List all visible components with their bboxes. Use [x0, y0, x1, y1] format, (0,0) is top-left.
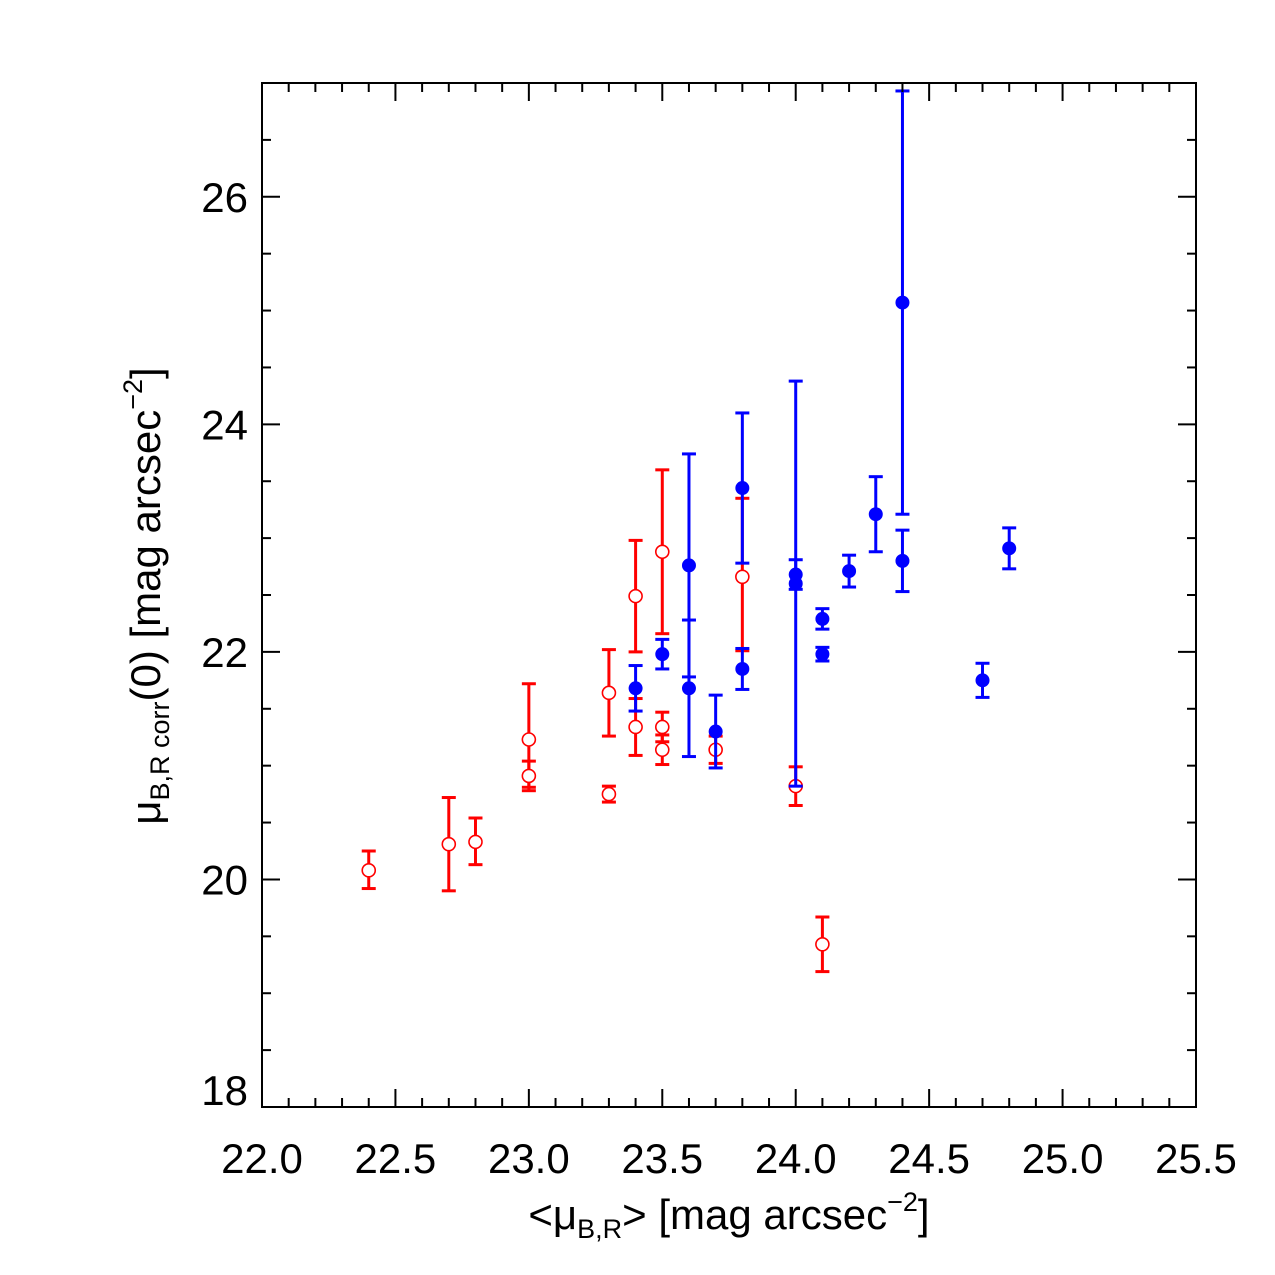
x-tick-label: 23.0: [488, 1135, 570, 1182]
data-point-open: [521, 732, 537, 747]
y-tick-label: 20: [201, 856, 248, 903]
x-tick-label: 24.5: [888, 1135, 970, 1182]
data-point-open: [441, 836, 457, 852]
y-axis-title-sup: −2: [118, 379, 148, 410]
data-point-filled: [842, 564, 857, 579]
x-tick-label: 25.0: [1022, 1135, 1104, 1182]
data-point-filled: [655, 647, 670, 662]
x-tick-label: 23.5: [621, 1135, 703, 1182]
data-point-filled: [735, 661, 750, 676]
data-point-open: [601, 786, 617, 802]
data-point-filled: [1002, 541, 1017, 556]
x-axis-title-mid: > [mag arcsec: [622, 1191, 887, 1238]
data-point-filled: [895, 553, 910, 568]
data-point-open: [361, 863, 377, 878]
plot-marks: [361, 89, 1017, 974]
y-axis-title-mid: (0) [mag arcsec: [122, 410, 169, 702]
data-point-open: [468, 834, 483, 850]
y-tick-label: 18: [201, 1067, 248, 1114]
x-axis-title: <μB,R> [mag arcsec−2]: [528, 1187, 929, 1244]
data-point-filled: [681, 558, 696, 573]
data-point-open: [735, 569, 750, 585]
plot-frame: [261, 82, 1197, 1108]
data-point-filled: [628, 681, 643, 696]
x-tick-label: 25.5: [1155, 1135, 1237, 1182]
data-point-open: [654, 719, 670, 735]
x-axis-title-sup: −2: [887, 1187, 918, 1217]
x-tick-label: 22.5: [355, 1135, 437, 1182]
data-point-filled: [735, 481, 750, 496]
x-axis-title-prefix: <μ: [528, 1191, 577, 1238]
series-1: [361, 468, 830, 974]
y-tick-label: 22: [201, 629, 248, 676]
data-point-filled: [681, 681, 696, 696]
y-axis-title-prefix: μ: [122, 801, 169, 825]
data-point-filled: [895, 295, 910, 310]
data-point-filled: [868, 507, 883, 522]
y-axis-title: μB,R corr(0) [mag arcsec−2]: [118, 367, 175, 824]
data-point-filled: [815, 647, 830, 662]
x-tick-label: 22.0: [221, 1135, 303, 1182]
data-point-open: [815, 936, 830, 952]
y-tick-label: 26: [201, 174, 248, 221]
series-2: [628, 89, 1017, 788]
data-point-filled: [975, 673, 990, 688]
y-axis-title-sub: B,R corr: [145, 701, 175, 800]
x-axis-title-suffix: ]: [918, 1191, 930, 1238]
x-axis-title-sub: B,R: [577, 1214, 622, 1244]
tick-labels: 22.0 22.5 23.0 23.5 24.0 24.5 25.0 25.5 18 20 22 24…: [201, 174, 1237, 1182]
data-point-open: [654, 544, 670, 560]
x-tick-label: 24.0: [755, 1135, 837, 1182]
data-point-filled: [708, 724, 723, 739]
data-point-filled: [788, 576, 803, 591]
axis-ticks: [261, 82, 1197, 1108]
data-point-open: [628, 719, 643, 735]
data-point-open: [628, 588, 643, 604]
y-tick-label: 24: [201, 401, 248, 448]
data-point-open: [521, 768, 537, 784]
data-point-filled: [815, 611, 830, 626]
y-axis-title-suffix: ]: [122, 367, 169, 379]
data-point-open: [654, 742, 670, 758]
data-point-open: [601, 685, 617, 701]
